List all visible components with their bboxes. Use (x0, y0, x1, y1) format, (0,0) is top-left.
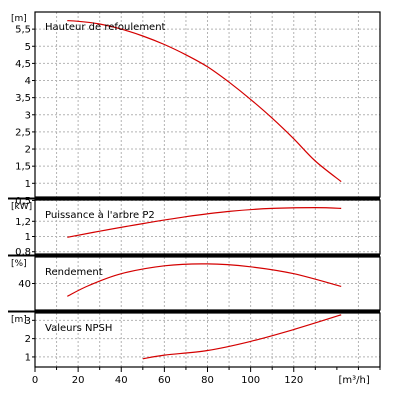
curve-layer (67, 20, 342, 360)
y-tick-label: 1 (25, 179, 31, 190)
label-layer: 0,511,522,533,544,555,5[m]Hauteur de ref… (11, 14, 370, 386)
x-axis-label: [m³/h] (338, 375, 369, 386)
y-tick-label: 4,5 (15, 59, 31, 70)
y-tick-label: 0,8 (15, 247, 31, 258)
data-curve (67, 206, 342, 238)
y-tick-label: 2 (25, 145, 31, 156)
data-curve (67, 263, 342, 297)
data-curve (67, 20, 342, 183)
y-tick-label: 1,2 (15, 217, 31, 228)
panel-title: Hauteur de refoulement (45, 22, 166, 33)
x-tick-label: 120 (284, 375, 303, 386)
y-tick-label: 1 (25, 232, 31, 243)
grid-layer (35, 12, 380, 367)
panel-title: Puissance à l'arbre P2 (45, 209, 155, 221)
panel-frame (34, 199, 381, 255)
x-tick-label: 80 (201, 375, 214, 386)
y-tick-label: 5,5 (15, 25, 31, 36)
y-tick-label: 0,5 (15, 196, 31, 207)
y-unit-label: [kW] (11, 202, 32, 212)
x-tick-label: 40 (115, 375, 128, 386)
y-tick-label: 3 (25, 316, 31, 327)
panel-frame (34, 256, 381, 311)
x-tick-label: 0 (32, 375, 38, 386)
y-tick-label: 2,5 (15, 127, 31, 138)
y-tick-label: 1 (25, 352, 31, 363)
frame-layer (8, 11, 381, 372)
panel-title: Rendement (45, 267, 103, 278)
x-tick-label: 100 (241, 375, 260, 386)
panel-frame (34, 11, 381, 198)
y-unit-label: [m] (11, 14, 27, 24)
y-tick-label: 2 (25, 334, 31, 345)
x-tick-label: 60 (158, 375, 171, 386)
y-unit-label: [%] (11, 259, 27, 269)
y-tick-label: 3 (25, 110, 31, 121)
y-tick-label: 40 (18, 279, 31, 290)
y-tick-label: 5 (25, 42, 31, 53)
data-curve (142, 314, 342, 360)
x-tick-label: 20 (72, 375, 85, 386)
y-unit-label: [m] (11, 315, 27, 325)
y-tick-label: 3,5 (15, 93, 31, 104)
panel-title: Valeurs NPSH (45, 323, 112, 334)
y-tick-label: 4 (25, 76, 31, 87)
y-tick-label: 1,5 (15, 162, 31, 173)
